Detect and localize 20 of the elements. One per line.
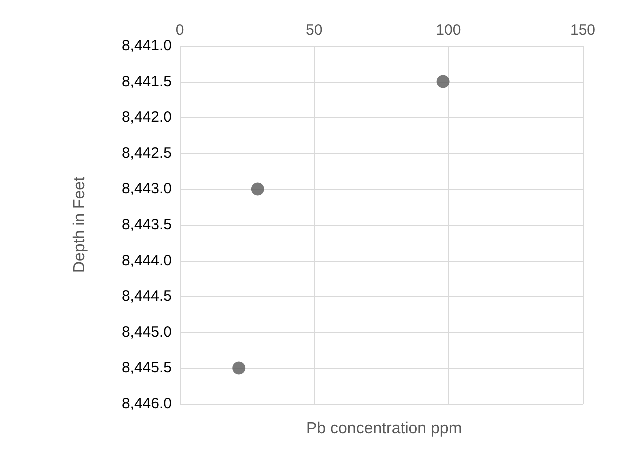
x-tick-label: 100 — [436, 22, 462, 39]
y-tick-label: 8,443.5 — [122, 216, 172, 234]
y-tick-label: 8,442.5 — [122, 144, 172, 162]
y-tick-label: 8,444.0 — [122, 252, 172, 270]
y-tick-label: 8,443.0 — [122, 180, 172, 198]
point — [436, 75, 450, 88]
y-tick-label: 8,444.5 — [122, 288, 172, 306]
y-tick-label: 8,441.5 — [122, 73, 172, 90]
x-tick-label: 150 — [570, 22, 596, 39]
point — [232, 362, 246, 375]
x-tick-label: 0 — [176, 22, 184, 39]
y-axis-title: Depth in Feet — [72, 176, 88, 274]
y-tick-label: 8,445.5 — [122, 360, 172, 377]
y-tick-label: 8,441.0 — [122, 38, 172, 54]
x-tick-label: 50 — [306, 22, 323, 39]
x-axis-title: Pb concentration ppm — [306, 420, 462, 438]
y-tick-label: 8,442.0 — [122, 109, 172, 126]
point — [251, 182, 264, 196]
y-tick-label: 8,446.0 — [122, 396, 172, 412]
y-tick-label: 8,445.0 — [122, 324, 172, 341]
